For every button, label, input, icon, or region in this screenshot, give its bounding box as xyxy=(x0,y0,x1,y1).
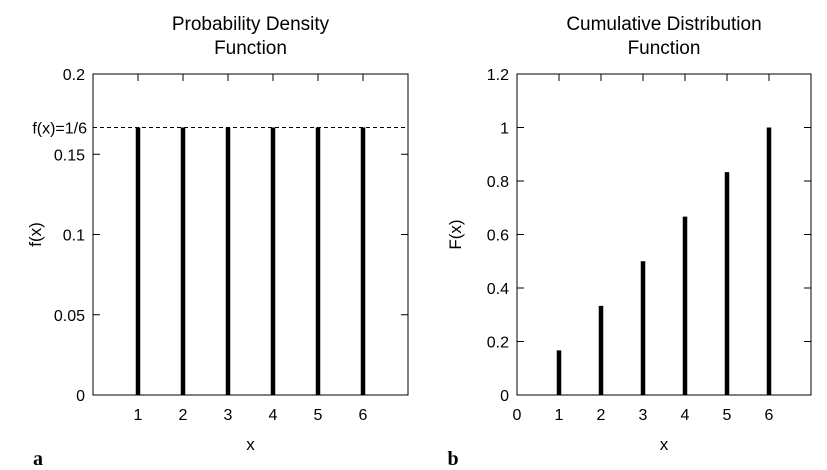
x-tick-label: 1 xyxy=(134,407,143,424)
chart-title-line: Function xyxy=(628,38,701,59)
x-tick-label: 3 xyxy=(639,407,648,424)
y-tick-label: 0.15 xyxy=(54,147,85,164)
y-tick-label: 0.8 xyxy=(487,174,509,191)
x-tick-label: 4 xyxy=(269,407,278,424)
y-tick-label: 1 xyxy=(500,121,509,138)
y-tick-label: 0.4 xyxy=(487,281,509,298)
y-tick-label: 0 xyxy=(500,388,509,405)
y-tick-label: 0 xyxy=(76,388,85,405)
y-tick-label: 0.05 xyxy=(54,308,85,325)
y-tick-label: 0.2 xyxy=(487,335,509,352)
x-tick-label: 3 xyxy=(224,407,233,424)
y-tick-label: 1.2 xyxy=(487,67,509,84)
chart-title-line: Probability Density xyxy=(172,14,330,35)
y-axis-label: F(x) xyxy=(446,219,465,249)
y-tick-label: 0.6 xyxy=(487,228,509,245)
x-tick-label: 5 xyxy=(723,407,732,424)
x-tick-label: 2 xyxy=(597,407,606,424)
x-tick-label: 4 xyxy=(681,407,690,424)
x-tick-label: 0 xyxy=(513,407,522,424)
x-tick-label: 2 xyxy=(179,407,188,424)
x-axis-label: x xyxy=(246,435,255,454)
reference-line-label: f(x)=1/6 xyxy=(32,120,87,137)
x-tick-label: 5 xyxy=(314,407,323,424)
x-tick-label: 6 xyxy=(359,407,368,424)
y-tick-label: 0.1 xyxy=(63,228,85,245)
panel-label: b xyxy=(447,448,458,470)
x-tick-label: 1 xyxy=(555,407,564,424)
x-axis-label: x xyxy=(660,435,669,454)
y-axis-label: f(x) xyxy=(26,222,45,247)
x-tick-label: 6 xyxy=(765,407,774,424)
chart-title-line: Function xyxy=(214,38,287,59)
y-tick-label: 0.2 xyxy=(63,67,85,84)
panel-label: a xyxy=(33,448,43,470)
chart-title-line: Cumulative Distribution xyxy=(566,14,761,35)
